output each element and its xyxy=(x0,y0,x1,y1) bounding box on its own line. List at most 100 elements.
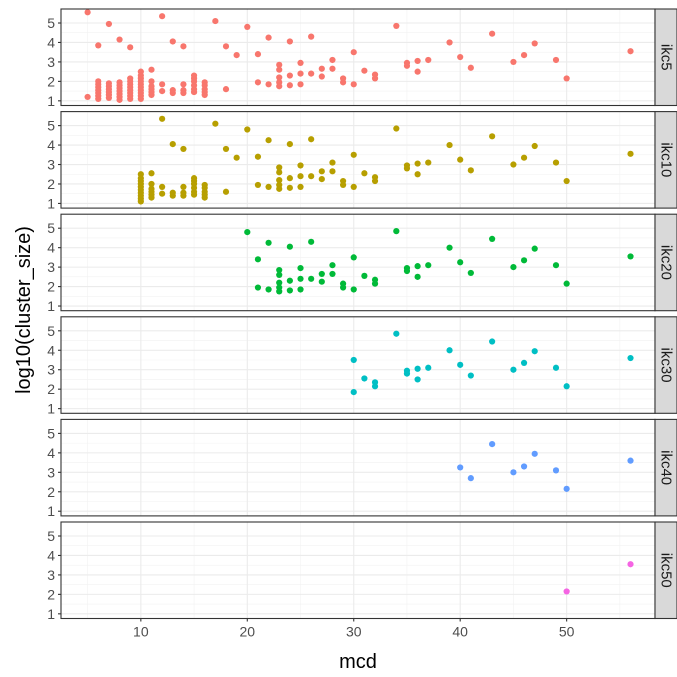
data-point xyxy=(563,485,570,492)
data-point xyxy=(329,262,336,269)
y-tick-label: 1 xyxy=(47,93,55,109)
panel-ikc5: 1 2 3 4 5 ikc5 xyxy=(47,8,677,109)
data-point xyxy=(520,359,528,367)
data-point xyxy=(286,287,293,294)
panel-ikc20: 1 2 3 4 5 ikc20 xyxy=(47,213,677,314)
data-point xyxy=(457,156,464,163)
data-point xyxy=(169,140,176,148)
data-point xyxy=(350,254,357,261)
data-point xyxy=(393,22,400,30)
data-point xyxy=(371,177,379,185)
data-point xyxy=(467,167,474,174)
data-point xyxy=(467,269,474,277)
data-point xyxy=(127,44,134,51)
data-point xyxy=(297,162,304,169)
data-point xyxy=(531,348,538,355)
y-tick-label: 2 xyxy=(47,586,55,602)
facet-strip xyxy=(654,521,677,620)
y-tick-label: 2 xyxy=(47,381,55,397)
y-tick-label: 1 xyxy=(47,606,55,622)
data-point xyxy=(339,181,347,189)
data-point xyxy=(276,271,283,279)
data-point xyxy=(339,284,347,291)
data-point xyxy=(244,23,251,30)
data-point xyxy=(425,159,432,166)
data-point xyxy=(297,286,304,293)
y-tick-label: 4 xyxy=(47,240,55,256)
facet-strip xyxy=(654,418,677,517)
data-point xyxy=(563,75,570,82)
data-point xyxy=(403,267,411,275)
data-point xyxy=(159,115,166,122)
data-point xyxy=(425,262,432,269)
facet-strip-label: ikc40 xyxy=(658,450,675,485)
data-point xyxy=(265,239,272,246)
data-point xyxy=(308,70,315,77)
data-point xyxy=(212,120,219,127)
y-tick-label: 2 xyxy=(47,176,55,192)
data-point xyxy=(414,160,421,167)
data-point xyxy=(159,88,166,95)
data-point xyxy=(159,183,166,190)
y-tick-label: 3 xyxy=(47,567,55,583)
y-tick-label: 3 xyxy=(47,362,55,378)
facet-strip-label: ikc30 xyxy=(658,348,675,383)
data-point xyxy=(414,57,421,65)
y-tick-label: 3 xyxy=(47,464,55,480)
panel-ikc30: 1 2 3 4 5 ikc30 xyxy=(47,316,677,417)
data-point xyxy=(222,86,230,93)
data-point xyxy=(180,192,187,199)
data-point xyxy=(159,190,166,197)
data-point xyxy=(265,137,272,144)
data-point xyxy=(137,95,144,102)
data-point xyxy=(350,183,357,190)
y-tick-label: 4 xyxy=(47,547,55,563)
facet-strip xyxy=(654,8,677,107)
data-point xyxy=(105,94,113,102)
data-point xyxy=(627,561,634,568)
x-axis: 10 20 30 40 50 xyxy=(133,618,575,640)
data-point xyxy=(403,165,411,172)
panel-ikc40: 1 2 3 4 5 ikc40 xyxy=(47,418,677,519)
data-point xyxy=(222,188,230,195)
facet-strip-label: ikc20 xyxy=(658,245,675,280)
data-point xyxy=(520,154,528,161)
data-point xyxy=(329,270,336,278)
data-point xyxy=(308,136,315,143)
data-point xyxy=(403,370,411,377)
data-point xyxy=(297,70,304,77)
data-point xyxy=(190,88,198,96)
data-point xyxy=(276,169,283,176)
data-point xyxy=(510,58,517,66)
data-point xyxy=(308,33,315,40)
data-point xyxy=(233,52,240,59)
x-tick-label: 10 xyxy=(133,624,149,640)
data-point xyxy=(350,356,357,364)
data-point xyxy=(137,198,144,205)
data-point xyxy=(286,184,293,191)
data-point xyxy=(318,73,325,80)
data-point xyxy=(393,125,400,132)
data-point xyxy=(414,171,421,178)
y-tick-label: 5 xyxy=(47,220,55,236)
data-point xyxy=(339,79,347,86)
data-point xyxy=(393,330,400,337)
data-point xyxy=(350,388,357,396)
data-point xyxy=(254,256,262,263)
y-tick-label: 4 xyxy=(47,342,55,358)
data-point xyxy=(254,51,262,58)
data-point xyxy=(276,74,283,81)
data-point xyxy=(425,56,432,64)
data-point xyxy=(148,78,155,85)
data-point xyxy=(180,89,187,97)
data-point xyxy=(531,245,538,252)
data-point xyxy=(563,280,570,287)
y-tick-label: 1 xyxy=(47,401,55,417)
data-point xyxy=(414,376,421,383)
data-point xyxy=(297,275,304,282)
data-point xyxy=(265,81,272,88)
data-point xyxy=(159,81,166,88)
data-point xyxy=(265,286,272,293)
data-point xyxy=(414,273,421,280)
y-tick-label: 4 xyxy=(47,445,55,461)
